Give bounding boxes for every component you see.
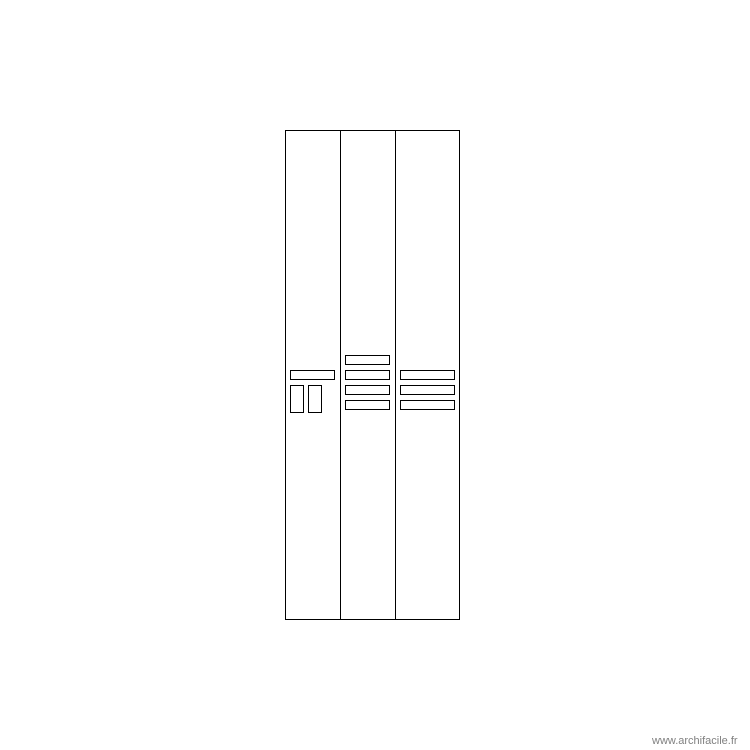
watermark: www.archifacile.fr	[652, 735, 738, 747]
inner-rect-7	[400, 370, 455, 380]
inner-rect-4	[345, 370, 390, 380]
inner-rect-9	[400, 400, 455, 410]
divider-0	[340, 130, 341, 620]
divider-1	[395, 130, 396, 620]
inner-rect-3	[345, 355, 390, 365]
inner-rect-2	[308, 385, 322, 413]
inner-rect-6	[345, 400, 390, 410]
inner-rect-1	[290, 385, 304, 413]
inner-rect-8	[400, 385, 455, 395]
inner-rect-5	[345, 385, 390, 395]
inner-rect-0	[290, 370, 335, 380]
